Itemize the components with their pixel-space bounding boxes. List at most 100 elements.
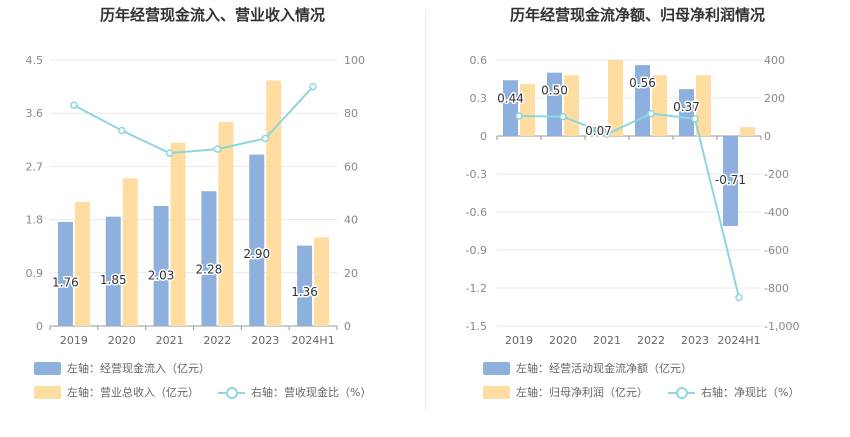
right-axis-tick-label: -800 bbox=[764, 282, 789, 295]
bar-secondary bbox=[122, 178, 138, 326]
bar-secondary bbox=[74, 201, 90, 326]
left-axis-tick-label: -0.6 bbox=[466, 206, 487, 219]
ratio-line bbox=[518, 112, 740, 298]
left-axis-tick-label: 0.3 bbox=[470, 92, 488, 105]
ratio-point bbox=[309, 82, 317, 91]
bar-secondary bbox=[520, 84, 535, 136]
bar-data-label: 2.28 bbox=[196, 262, 223, 276]
bar-data-label: 0.50 bbox=[541, 84, 568, 98]
legend-line-swatch bbox=[668, 386, 695, 399]
bar-primary bbox=[105, 216, 121, 326]
bar-secondary bbox=[740, 127, 755, 136]
left-axis-tick-label: 0 bbox=[36, 320, 43, 333]
bar-secondary bbox=[218, 122, 234, 326]
bar-data-label: 2.90 bbox=[243, 247, 270, 261]
bar-data-label: 0.37 bbox=[673, 100, 700, 114]
right-axis-tick-label: -400 bbox=[764, 206, 789, 219]
left-axis-tick-label: -1.5 bbox=[466, 320, 487, 333]
bar-secondary bbox=[170, 142, 186, 326]
ratio-point bbox=[691, 115, 699, 123]
right-axis-tick-label: 0 bbox=[764, 130, 771, 143]
x-axis-category-label: 2019 bbox=[505, 334, 533, 345]
x-axis-category-label: 2020 bbox=[108, 334, 136, 345]
legend-swatch bbox=[483, 385, 510, 399]
legend-line-swatch bbox=[218, 386, 245, 399]
legend-item-cash-ratio[interactable]: 右轴：营收现金比（%） bbox=[218, 384, 371, 400]
bar-primary bbox=[153, 206, 169, 326]
ratio-point bbox=[70, 101, 78, 109]
bar-data-label: 2.03 bbox=[148, 269, 175, 283]
right-axis-tick-label: 80 bbox=[344, 107, 358, 120]
ratio-line bbox=[73, 85, 314, 155]
bar-secondary bbox=[696, 75, 711, 136]
x-axis-category-label: 2021 bbox=[156, 334, 184, 345]
bar-secondary bbox=[314, 237, 330, 326]
x-axis-category-label: 2024H1 bbox=[717, 334, 760, 345]
x-axis-category-label: 2022 bbox=[637, 334, 665, 345]
right-axis-tick-label: 20 bbox=[344, 267, 358, 280]
bar-data-label: 0.07 bbox=[585, 124, 612, 138]
left-axis-tick-label: 0.9 bbox=[26, 267, 44, 280]
left-axis-tick-label: 3.6 bbox=[26, 107, 44, 120]
left-axis-tick-label: 1.8 bbox=[26, 214, 44, 227]
right-axis-tick-label: 200 bbox=[764, 92, 785, 105]
bar-data-label: 1.76 bbox=[52, 275, 79, 289]
legend-swatch bbox=[483, 361, 510, 375]
bar-data-label: -0.71 bbox=[715, 173, 746, 187]
ratio-point bbox=[515, 112, 523, 120]
ratio-point bbox=[261, 134, 269, 143]
bar-data-label: 1.85 bbox=[100, 273, 127, 287]
legend-item-net-cash-ratio[interactable]: 右轴：净现比（%） bbox=[668, 384, 799, 400]
bar-primary bbox=[201, 191, 217, 326]
legend-item-cash-inflow[interactable]: 左轴：经营现金流入（亿元） bbox=[34, 360, 210, 376]
right-axis-tick-label: 40 bbox=[344, 214, 358, 227]
bar-primary bbox=[297, 245, 313, 326]
bar-data-label: 1.36 bbox=[291, 285, 318, 299]
right-chart-svg: -1.5 -1,000 -1.2 -800 -0.9 -600 -0.6 -400 -0.3 -2… bbox=[466, 54, 800, 345]
bar-data-label: 0.44 bbox=[497, 91, 524, 105]
right-axis-tick-label: 0 bbox=[344, 320, 351, 333]
right-axis-tick-label: 400 bbox=[764, 54, 785, 67]
left-chart-title: 历年经营现金流入、营业收入情况 bbox=[99, 6, 325, 24]
legend-item-net-profit[interactable]: 左轴：归母净利润（亿元） bbox=[483, 384, 648, 400]
bar-secondary bbox=[266, 80, 282, 326]
legend-swatch bbox=[34, 385, 61, 399]
left-axis-tick-label: 0 bbox=[480, 130, 487, 143]
x-axis-category-label: 2023 bbox=[681, 334, 709, 345]
right-axis-tick-label: 60 bbox=[344, 160, 358, 173]
x-axis-category-label: 2024H1 bbox=[291, 334, 334, 345]
left-chart-svg: 0 0 0.9 20 1.8 40 2.7 60 3.6 80 4.5 100 2019 2020 2021… bbox=[26, 54, 366, 345]
left-axis-tick-label: -1.2 bbox=[466, 282, 487, 295]
bar-primary bbox=[723, 136, 738, 226]
bar-primary bbox=[547, 72, 562, 136]
ratio-point bbox=[647, 109, 655, 118]
right-axis-tick-label: -600 bbox=[764, 244, 789, 257]
legend-item-revenue[interactable]: 左轴：营业总收入（亿元） bbox=[34, 384, 199, 400]
bar-primary bbox=[249, 154, 265, 326]
left-axis-tick-label: -0.9 bbox=[466, 244, 487, 257]
left-axis-tick-label: -0.3 bbox=[466, 168, 487, 181]
x-axis-category-label: 2020 bbox=[549, 334, 577, 345]
bar-primary bbox=[57, 221, 73, 326]
panel-divider bbox=[425, 10, 426, 410]
x-axis-category-label: 2021 bbox=[593, 334, 621, 345]
right-chart-title: 历年经营现金流净额、归母净利润情况 bbox=[509, 6, 765, 24]
bar-secondary bbox=[652, 75, 667, 136]
bar-secondary bbox=[608, 60, 623, 136]
x-axis-category-label: 2019 bbox=[60, 334, 88, 345]
x-axis-category-label: 2022 bbox=[203, 334, 231, 345]
left-axis-tick-label: 4.5 bbox=[26, 54, 44, 67]
ratio-point bbox=[118, 126, 126, 135]
ratio-point bbox=[735, 293, 743, 302]
left-axis-tick-label: 0.6 bbox=[470, 54, 488, 67]
left-axis-tick-label: 2.7 bbox=[26, 160, 44, 173]
right-axis-tick-label: 100 bbox=[344, 54, 365, 67]
bar-primary bbox=[503, 80, 518, 136]
legend-swatch bbox=[34, 361, 61, 375]
bar-primary bbox=[679, 89, 694, 136]
ratio-point bbox=[165, 149, 174, 157]
right-chart-panel: 历年经营现金流净额、归母净利润情况 -1.5 -1,000 -1.2 -800 -0.9… bbox=[425, 0, 850, 437]
left-chart-panel: 历年经营现金流入、营业收入情况 0 0 0.9 20 1.8 40 2.7 60 3.6 80 4.… bbox=[26, 6, 372, 400]
legend-item-net-cash-flow[interactable]: 左轴：经营活动现金流净额（亿元） bbox=[483, 360, 692, 376]
